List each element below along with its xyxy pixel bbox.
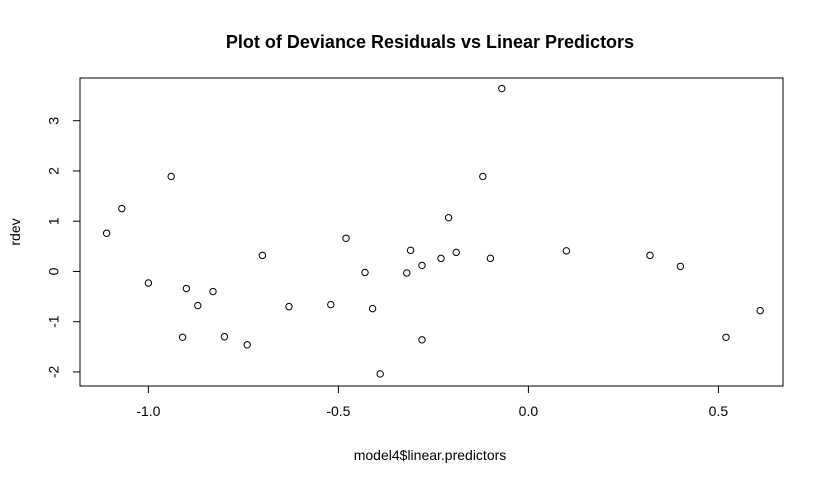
y-axis: -2 -1 0 1 2 3: [46, 117, 81, 378]
data-point: [167, 172, 175, 181]
data-point: [403, 269, 411, 277]
data-point: [178, 333, 187, 341]
x-axis-label: model4$linear.predictors: [354, 447, 507, 463]
data-point: [258, 251, 267, 260]
x-tick-label: 0.0: [519, 403, 539, 419]
data-point: [486, 254, 495, 263]
x-tick-label: -0.5: [326, 403, 350, 419]
data-point: [182, 284, 191, 293]
data-point: [209, 287, 217, 296]
x-tick-label: 0.5: [709, 403, 729, 419]
chart-title: Plot of Deviance Residuals vs Linear Pre…: [226, 32, 634, 52]
data-point: [722, 333, 730, 341]
data-point: [479, 172, 487, 181]
y-tick-label: -2: [46, 365, 62, 378]
data-point: [562, 247, 571, 255]
data-point: [756, 306, 764, 315]
y-tick-label: 2: [46, 167, 62, 175]
data-point: [418, 336, 426, 344]
data-point: [194, 301, 202, 310]
plot-frame: [79, 77, 784, 387]
data-point: [102, 229, 111, 237]
data-point: [376, 370, 384, 378]
y-tick-label: -1: [46, 315, 62, 328]
data-point: [452, 248, 460, 257]
data-point: [361, 268, 369, 277]
data-point: [676, 262, 685, 271]
data-point: [646, 251, 654, 260]
data-point: [342, 234, 350, 242]
data-point: [118, 204, 126, 213]
data-point: [437, 254, 445, 263]
data-point: [444, 213, 453, 222]
data-point: [418, 261, 426, 270]
data-point: [285, 302, 293, 311]
y-tick-label: 1: [46, 217, 62, 225]
x-tick-label: -1.0: [136, 403, 160, 419]
y-tick-label: 3: [46, 117, 62, 125]
data-point: [327, 300, 335, 309]
data-point: [243, 341, 251, 349]
data-point: [406, 246, 415, 255]
data-point: [144, 279, 153, 287]
y-tick-label: 0: [46, 267, 62, 275]
data-point: [498, 84, 506, 93]
x-axis: -1.0 -0.5 0.0 0.5: [136, 385, 729, 419]
data-points: [102, 84, 764, 378]
y-axis-label: rdev: [7, 218, 23, 245]
data-point: [368, 304, 377, 313]
data-point: [220, 333, 229, 341]
